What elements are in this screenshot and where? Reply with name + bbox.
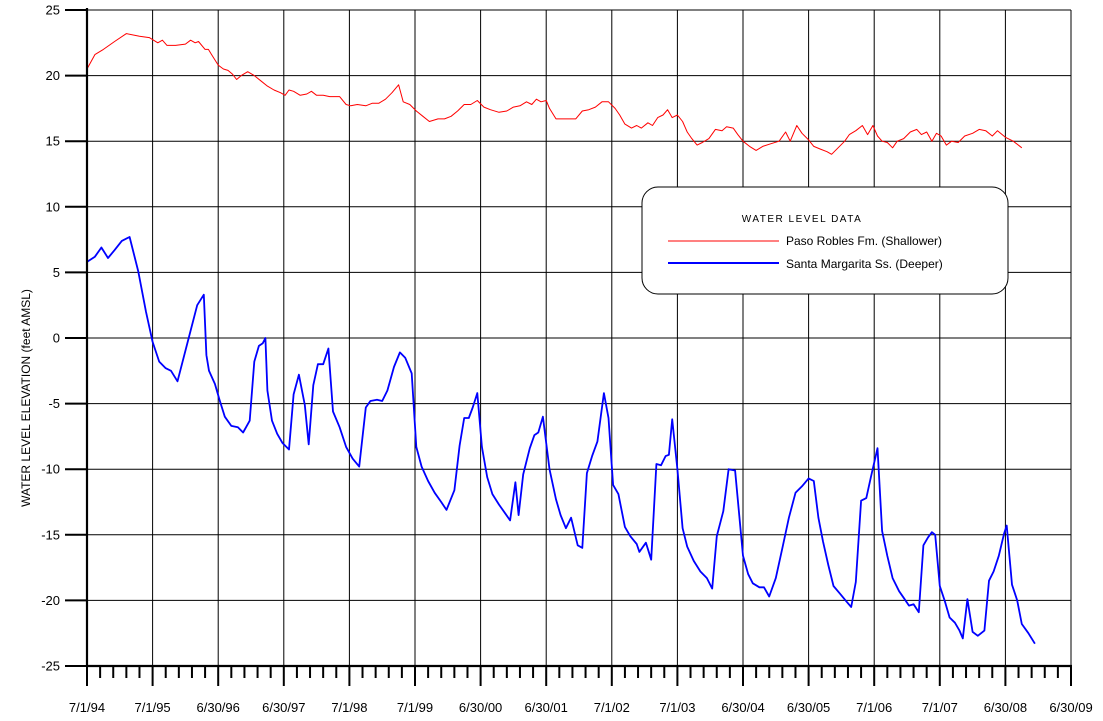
series-line-1 [86, 236, 1036, 645]
y-tick-labels: 25 20 15 10 5 0 -5 -10 -15 -20 -25 [41, 3, 60, 674]
legend-box [641, 186, 1009, 295]
x-tick-label: 6/30/96 [197, 700, 240, 715]
x-tick-label: 7/1/07 [922, 700, 958, 715]
tick-marks [65, 9, 1072, 686]
x-tick-label: 7/1/98 [331, 700, 367, 715]
y-tick-label: 15 [46, 134, 60, 149]
x-tick-label: 7/1/03 [659, 700, 695, 715]
y-tick-label: 10 [46, 199, 60, 214]
grid-lines [87, 9, 1072, 666]
y-tick-label: -15 [41, 527, 60, 542]
y-tick-label: -5 [48, 396, 60, 411]
y-tick-label: -10 [41, 462, 60, 477]
x-tick-label: 6/30/00 [459, 700, 502, 715]
legend: WATER LEVEL DATA Paso Robles Fm. (Shallo… [641, 186, 1009, 295]
y-tick-label: 20 [46, 68, 60, 83]
legend-label-paso-robles: Paso Robles Fm. (Shallower) [786, 234, 942, 248]
x-tick-label: 7/1/02 [594, 700, 630, 715]
y-tick-label: -20 [41, 593, 60, 608]
x-tick-labels: 7/1/94 7/1/95 6/30/96 6/30/97 7/1/98 7/1/99 6/… [69, 700, 1093, 715]
legend-title: WATER LEVEL DATA [742, 214, 863, 225]
x-tick-label: 6/30/09 [1049, 700, 1092, 715]
series-line-0 [86, 33, 1023, 155]
y-tick-label: 25 [46, 3, 60, 18]
x-tick-label: 7/1/99 [397, 700, 433, 715]
y-tick-label: -25 [41, 659, 60, 674]
series-layer [86, 33, 1036, 645]
x-tick-label: 6/30/97 [262, 700, 305, 715]
x-tick-label: 6/30/01 [525, 700, 568, 715]
legend-label-santa-margarita: Santa Margarita Ss. (Deeper) [786, 257, 943, 271]
x-tick-label: 6/30/05 [787, 700, 830, 715]
x-tick-label: 6/30/04 [721, 700, 764, 715]
y-tick-label: 0 [53, 331, 60, 346]
y-axis-title: WATER LEVEL ELEVATION (feet AMSL) [19, 289, 33, 507]
x-tick-label: 7/1/94 [69, 700, 105, 715]
x-tick-label: 6/30/08 [984, 700, 1027, 715]
x-tick-label: 7/1/06 [856, 700, 892, 715]
y-tick-label: 5 [53, 265, 60, 280]
x-tick-label: 7/1/95 [135, 700, 171, 715]
